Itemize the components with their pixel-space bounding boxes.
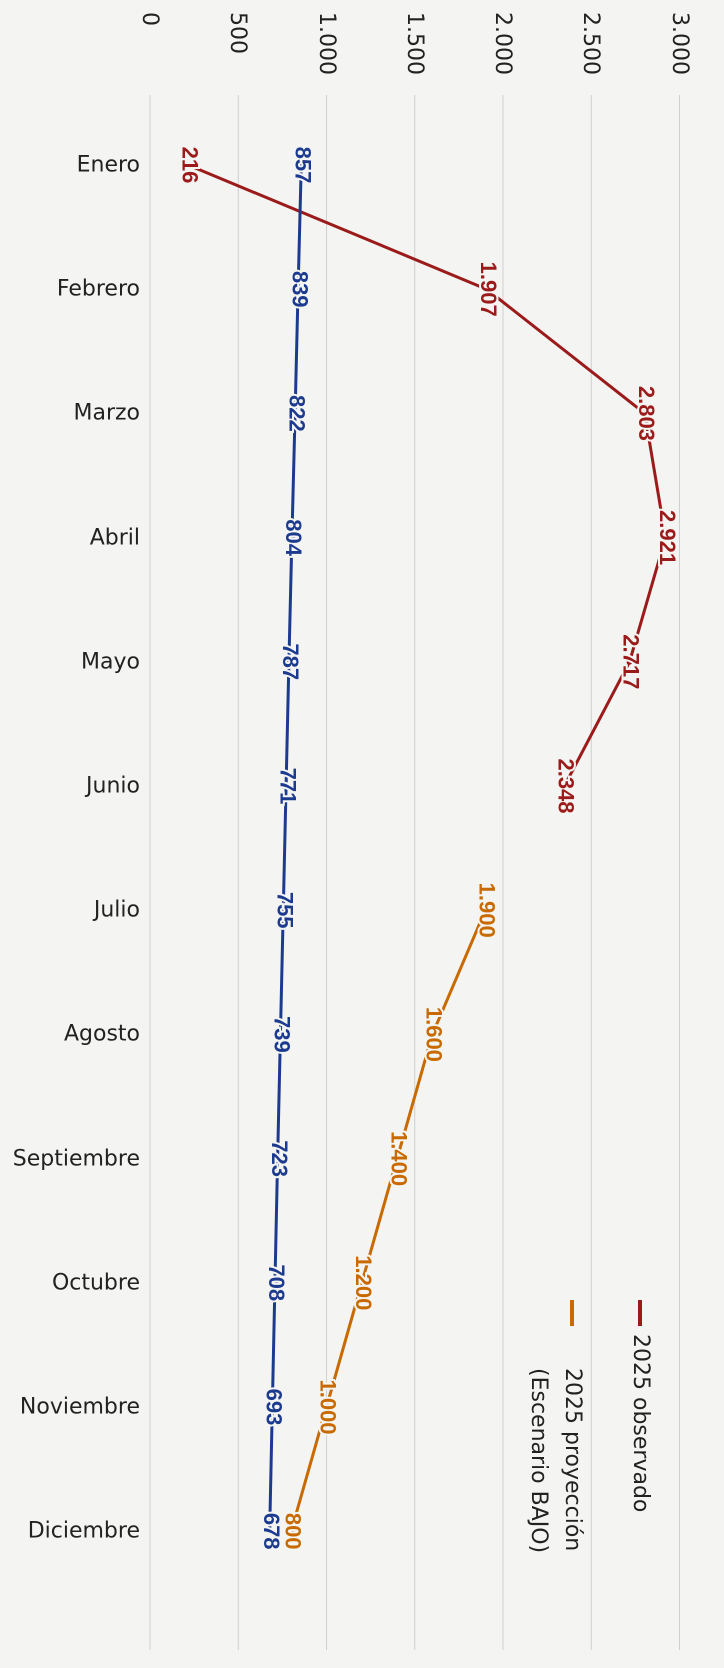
- data-label: 822: [284, 395, 309, 432]
- data-point: [323, 1404, 330, 1410]
- data-label: 693: [262, 1389, 287, 1426]
- data-label: 216: [177, 147, 202, 184]
- category-tick-label: Junio: [86, 773, 140, 799]
- data-label: 1.200: [351, 1255, 376, 1310]
- data-label: 1.000: [316, 1379, 341, 1434]
- data-label: 708: [264, 1264, 289, 1301]
- value-tick-label: 1.500: [401, 12, 427, 75]
- data-point: [288, 534, 295, 541]
- legend-entry-line: (Escenario BAJO): [526, 1368, 551, 1553]
- data-label: 771: [275, 768, 300, 805]
- category-tick-label: Febrero: [56, 276, 140, 302]
- data-label: 787: [278, 643, 303, 680]
- data-label: 2.717: [619, 634, 644, 689]
- data-label: 1.900: [475, 883, 500, 938]
- data-point: [292, 410, 299, 417]
- category-tick-label: Noviembre: [19, 1394, 140, 1420]
- data-point: [662, 534, 669, 541]
- data-label: 839: [287, 271, 312, 308]
- data-point: [641, 410, 648, 417]
- data-label: 800: [280, 1513, 305, 1550]
- data-point: [482, 907, 489, 914]
- data-label: 755: [272, 892, 297, 929]
- data-point: [185, 162, 192, 168]
- value-tick-label: 3.000: [666, 12, 692, 75]
- series-line: [268, 164, 303, 1532]
- data-point: [483, 286, 490, 293]
- value-tick-label: 0: [137, 12, 162, 26]
- data-label: 1.600: [422, 1007, 447, 1062]
- data-label: 1.400: [386, 1131, 411, 1186]
- series-line: [187, 163, 668, 787]
- category-tick-label: Septiembre: [12, 1146, 140, 1172]
- value-tick-label: 2.500: [578, 12, 604, 75]
- data-point: [271, 1279, 278, 1286]
- legend-entry: 2025 proyección (Escenario BAJO): [526, 1368, 585, 1553]
- data-label: 2.921: [655, 510, 680, 565]
- category-tick-label: Octubre: [51, 1270, 140, 1296]
- data-point: [269, 1404, 276, 1410]
- data-point: [277, 1031, 284, 1038]
- category-tick-label: Abril: [89, 525, 140, 551]
- data-point: [429, 1031, 436, 1038]
- category-tick-label: Diciembre: [27, 1518, 140, 1544]
- data-label: 739: [270, 1016, 295, 1053]
- data-point: [274, 1155, 281, 1162]
- data-label: 2.803: [634, 386, 659, 441]
- data-point: [280, 907, 287, 914]
- value-tick-label: 2.000: [490, 12, 515, 75]
- value-tick-label: 500: [225, 12, 251, 54]
- data-label: 804: [281, 519, 306, 556]
- series-line: [289, 909, 487, 1532]
- data-point: [561, 783, 568, 789]
- data-point: [626, 658, 633, 665]
- category-tick-label: Mayo: [81, 649, 140, 675]
- data-point: [283, 783, 290, 789]
- data-point: [358, 1279, 365, 1286]
- legend-entry-line: 2025 proyección: [560, 1368, 585, 1551]
- category-tick-label: Enero: [76, 152, 140, 178]
- data-point: [288, 1528, 295, 1535]
- data-label: 678: [259, 1513, 284, 1550]
- value-tick-label: 1.000: [313, 12, 339, 75]
- category-tick-label: Julio: [93, 897, 140, 923]
- data-label: 723: [267, 1140, 292, 1177]
- data-point: [394, 1155, 401, 1162]
- data-label: 1.907: [476, 262, 501, 317]
- category-tick-label: Agosto: [63, 1021, 140, 1047]
- category-tick-label: Marzo: [73, 400, 140, 426]
- data-point: [295, 286, 302, 293]
- legend-entry: 2025 observado: [628, 1334, 653, 1512]
- data-label: 2.348: [554, 758, 579, 813]
- data-point: [285, 658, 292, 665]
- data-point: [266, 1528, 273, 1535]
- data-label: 857: [290, 147, 315, 184]
- data-point: [298, 162, 305, 168]
